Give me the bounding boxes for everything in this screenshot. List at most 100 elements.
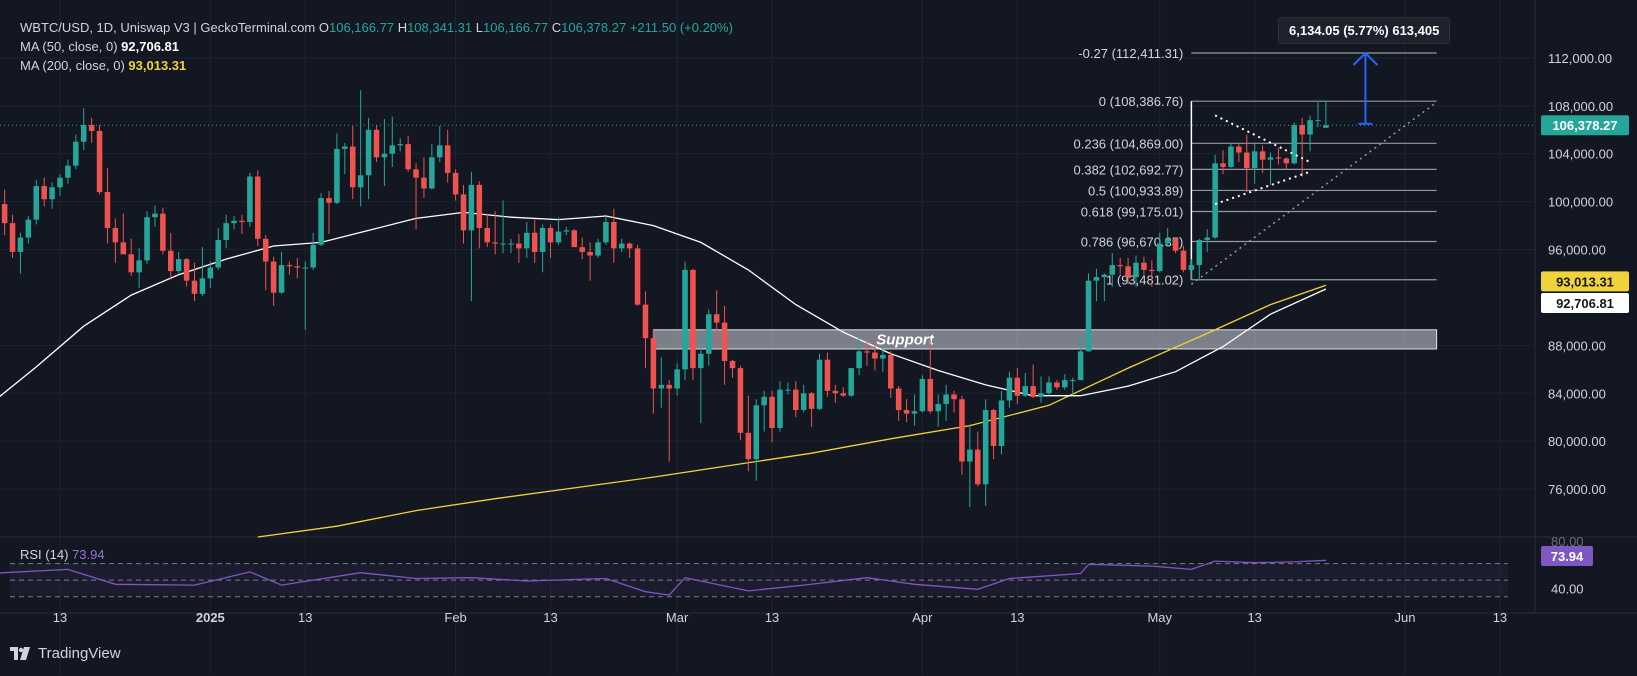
candle-body xyxy=(17,237,24,252)
ma200-legend[interactable]: MA (200, close, 0) 93,013.31 xyxy=(20,58,186,73)
candle-body xyxy=(1069,380,1076,382)
candle-body xyxy=(690,269,696,369)
candle-body xyxy=(927,378,934,412)
candle-body xyxy=(990,410,997,446)
candle-body xyxy=(80,124,87,142)
candle-body xyxy=(698,353,704,369)
candle-body xyxy=(1085,280,1092,352)
candle-body xyxy=(1259,151,1266,160)
candle-body xyxy=(65,165,71,178)
time-axis[interactable]: 13 2025 13 Feb 13 Mar 13 Apr 13 May 13 Jun 13 xyxy=(53,610,1507,625)
legend-header: WBTC/USD, 1D, Uniswap V3 | GeckoTerminal… xyxy=(20,20,733,35)
candle-body xyxy=(1038,393,1044,397)
triangle-lower-line xyxy=(1214,170,1311,205)
price-tick-label: 80,000.00 xyxy=(1548,434,1606,449)
candle-body xyxy=(982,410,989,485)
change-value: +211.50 (+0.20%) xyxy=(629,20,733,35)
ma200-label: MA (200, close, 0) xyxy=(20,58,125,73)
candle-body xyxy=(974,449,981,485)
ma200-price-tag-bg xyxy=(1541,271,1629,292)
open-value: 106,166.77 xyxy=(328,20,395,35)
ma50-label: MA (50, close, 0) xyxy=(20,39,118,54)
candle-body xyxy=(872,352,878,359)
time-tick-label: 13 xyxy=(1247,610,1261,625)
price-tick-label: 84,000.00 xyxy=(1548,386,1606,401)
candle-body xyxy=(1291,124,1298,164)
candle-body xyxy=(848,368,854,396)
candle-body xyxy=(255,176,261,239)
candle-body xyxy=(1299,124,1305,135)
fibonacci-levels: -0.27 (112,411.31) 0 (108,386.76) 0.236 (1… xyxy=(1074,46,1437,288)
candle-body xyxy=(658,384,665,389)
candle-body xyxy=(175,259,182,272)
candle-body xyxy=(1014,377,1021,396)
candle-body xyxy=(903,410,910,414)
candle-body xyxy=(1156,243,1163,272)
candle-body xyxy=(444,145,451,173)
candle-body xyxy=(1220,163,1226,167)
tradingview-logo-text: TradingView xyxy=(38,645,121,662)
candle-body xyxy=(816,359,823,409)
candle-body xyxy=(468,184,475,231)
candle-body xyxy=(880,354,886,359)
candle-body xyxy=(484,227,491,243)
price-tick-label: 100,000.00 xyxy=(1548,195,1613,210)
candle-body xyxy=(1077,351,1084,381)
ma200-price-tag: 93,013.31 xyxy=(1556,274,1614,289)
candle-body xyxy=(1323,125,1329,128)
time-tick-label: 13 xyxy=(1493,610,1507,625)
candle-body xyxy=(745,432,752,460)
candle-body xyxy=(935,404,941,412)
ma200-line xyxy=(257,284,1327,538)
candle-body xyxy=(650,338,657,389)
candle-body xyxy=(864,351,870,353)
candle-body xyxy=(160,213,166,251)
candle-body xyxy=(547,227,554,243)
candle-body xyxy=(302,267,309,269)
candle-body xyxy=(713,314,720,323)
candle-body xyxy=(674,369,680,389)
candle-body xyxy=(389,145,396,154)
fib-level-label: 1 (93,481.02) xyxy=(1106,273,1183,288)
candle-body xyxy=(492,242,498,244)
ma50-legend[interactable]: MA (50, close, 0) 92,706.81 xyxy=(20,39,179,54)
candle-body xyxy=(1283,158,1290,164)
candle-body xyxy=(421,177,427,189)
candle-body xyxy=(1275,157,1282,159)
candle-body xyxy=(951,394,957,400)
candle-body xyxy=(373,129,380,158)
candle-body xyxy=(1307,120,1313,135)
time-tick-label: Mar xyxy=(666,610,689,625)
candle-body xyxy=(1109,265,1116,275)
rsi-legend[interactable]: RSI (14) 73.94 xyxy=(20,547,105,562)
candle-body xyxy=(1236,146,1242,153)
candle-body xyxy=(959,399,965,462)
ma200-path xyxy=(257,284,1327,538)
candle-body xyxy=(571,230,578,248)
candle-body xyxy=(1006,377,1013,401)
candle-body xyxy=(761,396,767,406)
candle-body xyxy=(808,393,815,409)
fib-level-label: 0.5 (100,933.89) xyxy=(1088,183,1183,198)
rsi-legend-value: 73.94 xyxy=(72,547,105,562)
candle-body xyxy=(429,157,435,189)
rsi-tick-label: 40.00 xyxy=(1551,581,1584,596)
price-tick-label: 108,000.00 xyxy=(1548,99,1613,114)
low-value: 106,166.77 xyxy=(483,20,549,35)
support-label: Support xyxy=(876,331,934,348)
high-value: 108,341.31 xyxy=(407,20,473,35)
candle-body xyxy=(911,411,918,414)
candle-body xyxy=(167,250,174,272)
candle-body xyxy=(452,172,459,195)
candle-body xyxy=(967,449,973,462)
candle-body xyxy=(183,259,190,281)
candle-body xyxy=(1054,382,1060,388)
candle-body xyxy=(120,242,127,255)
tradingview-logo[interactable]: TradingView xyxy=(10,645,121,662)
candle-body xyxy=(603,221,609,243)
candle-body xyxy=(539,227,546,252)
time-tick-label: 2025 xyxy=(196,610,225,625)
price-axis[interactable]: 112,000.00 108,000.00 104,000.00 100,000.00… xyxy=(1541,51,1629,597)
candle-body xyxy=(1188,265,1195,270)
